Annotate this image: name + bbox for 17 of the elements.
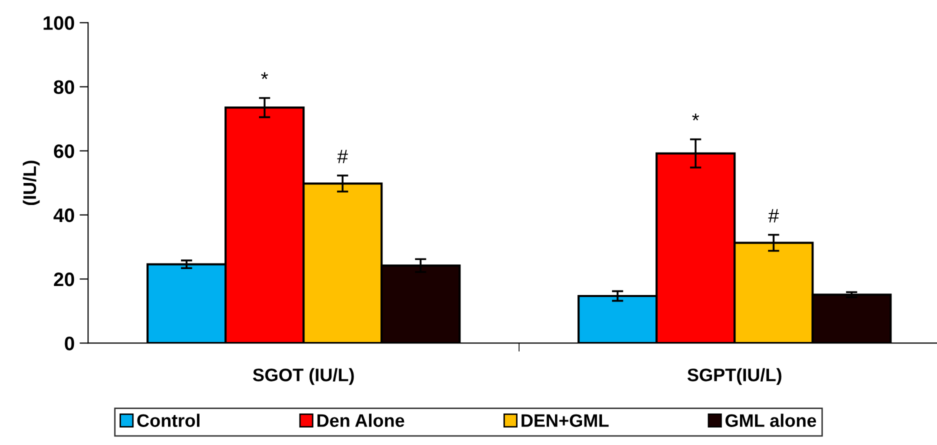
y-tick-label: 40 — [54, 208, 74, 222]
x-tick-label: SGPT(IU/L) — [687, 368, 782, 385]
legend-label: DEN+GML — [522, 414, 609, 427]
annotation: # — [768, 209, 779, 222]
y-tick-label: 100 — [44, 16, 74, 30]
x-tick-label: SGOT (IU/L) — [252, 368, 354, 385]
legend-label: Den Alone — [317, 414, 404, 427]
y-tick-label: 0 — [64, 336, 74, 350]
y-axis-title: (IU/L) — [22, 160, 40, 206]
annotation: * — [261, 72, 268, 80]
annotation: * — [692, 114, 700, 120]
annotation: # — [337, 150, 348, 164]
legend-label: GML alone — [725, 414, 816, 427]
y-tick-label: 80 — [54, 80, 74, 94]
y-tick-label: 20 — [54, 272, 74, 286]
y-tick-label: 60 — [54, 144, 74, 158]
legend-label: Control — [137, 414, 200, 427]
